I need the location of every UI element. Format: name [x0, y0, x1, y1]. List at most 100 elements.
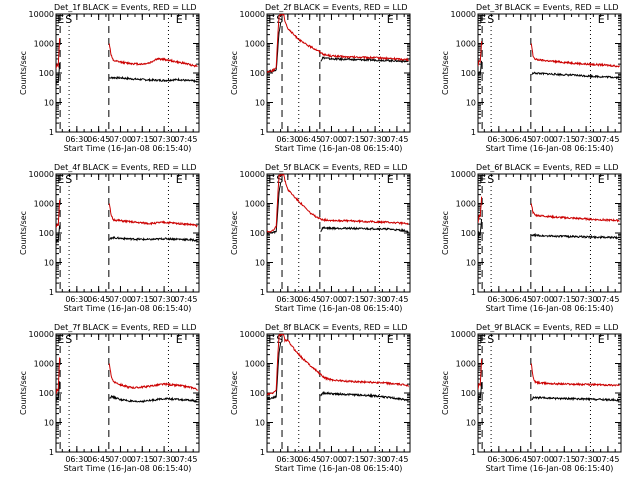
x-tick-label: 07:00: [531, 455, 554, 464]
event-annotation: E: [268, 173, 275, 186]
event-annotation: E: [387, 173, 394, 186]
x-tick-label: 07:00: [531, 135, 554, 144]
x-tick-label: 07:45: [596, 295, 619, 304]
y-tick-label: 1000: [245, 40, 265, 49]
x-tick-label: 07:45: [385, 455, 408, 464]
event-annotation: S: [65, 173, 72, 186]
y-tick-label: 100: [461, 389, 476, 398]
x-tick-label: 07:30: [153, 455, 176, 464]
y-tick-label: 10000: [451, 170, 476, 179]
x-tick-label: 07:15: [131, 295, 154, 304]
x-tick-label: 06:30: [276, 455, 299, 464]
y-tick-label: 10000: [29, 170, 54, 179]
x-tick-label: 06:30: [65, 135, 88, 144]
series-line-events: [478, 60, 620, 80]
x-tick-label: 07:15: [553, 135, 576, 144]
x-tick-label: 06:30: [487, 455, 510, 464]
series-line-lld: [267, 334, 409, 396]
series-line-lld: [56, 38, 198, 69]
x-tick-label: 07:15: [342, 135, 365, 144]
panel-title: Det_5f BLACK = Events, RED = LLD: [265, 163, 408, 172]
y-tick-label: 1: [49, 288, 54, 297]
y-tick-label: 10: [255, 259, 265, 268]
y-tick-label: 100: [250, 69, 265, 78]
chart-panel-2: Det_2f BLACK = Events, RED = LLD 1 10 100 10…: [230, 3, 411, 153]
y-tick-label: 1: [471, 448, 476, 457]
event-annotation: E: [598, 333, 605, 346]
plot-frame: [477, 333, 622, 453]
panel-title: Det_3f BLACK = Events, RED = LLD: [476, 3, 619, 12]
x-tick-label: 07:45: [174, 135, 197, 144]
x-tick-label: 07:15: [342, 455, 365, 464]
x-tick-label: 06:30: [65, 455, 88, 464]
y-tick-label: 10000: [451, 330, 476, 339]
x-tick-label: 07:45: [596, 455, 619, 464]
x-tick-label: 06:45: [87, 135, 110, 144]
series-line-lld: [267, 174, 409, 233]
y-tick-label: 1000: [456, 200, 476, 209]
chart-panel-4: Det_4f BLACK = Events, RED = LLD 1 10 100 10…: [19, 163, 200, 313]
y-tick-label: 10: [466, 259, 476, 268]
event-annotation: E: [479, 13, 486, 26]
x-tick-label: 06:45: [509, 455, 532, 464]
panel-title: Det_4f BLACK = Events, RED = LLD: [54, 163, 197, 172]
series-line-events: [267, 182, 409, 235]
event-annotation: S: [487, 13, 494, 26]
x-tick-label: 07:00: [320, 295, 343, 304]
x-tick-label: 07:30: [575, 455, 598, 464]
event-annotation: S: [65, 13, 72, 26]
plot-frame: [266, 173, 411, 293]
y-tick-label: 1: [260, 128, 265, 137]
x-axis-label: Start Time (16-Jan-08 06:15:40): [275, 464, 403, 473]
series-line-events: [478, 382, 620, 403]
x-tick-label: 06:45: [298, 455, 321, 464]
x-axis-label: Start Time (16-Jan-08 06:15:40): [64, 304, 192, 313]
x-tick-label: 07:15: [131, 455, 154, 464]
x-tick-label: 07:30: [575, 135, 598, 144]
y-tick-label: 10000: [240, 330, 265, 339]
x-axis-label: Start Time (16-Jan-08 06:15:40): [275, 304, 403, 313]
y-axis-label: Counts/sec: [230, 371, 239, 415]
x-tick-label: 06:45: [87, 295, 110, 304]
x-tick-label: 07:45: [385, 135, 408, 144]
event-annotation: S: [276, 173, 283, 186]
y-tick-label: 10000: [451, 10, 476, 19]
event-annotation: S: [487, 173, 494, 186]
plot-frame: [477, 173, 622, 293]
panel-title: Det_8f BLACK = Events, RED = LLD: [265, 323, 408, 332]
y-tick-label: 1: [260, 448, 265, 457]
x-axis-label: Start Time (16-Jan-08 06:15:40): [486, 464, 614, 473]
x-axis-label: Start Time (16-Jan-08 06:15:40): [64, 144, 192, 153]
y-tick-label: 1: [49, 448, 54, 457]
event-annotation: E: [176, 13, 183, 26]
series-line-lld: [56, 357, 198, 395]
event-annotation: E: [176, 333, 183, 346]
x-axis-label: Start Time (16-Jan-08 06:15:40): [486, 304, 614, 313]
y-axis-label: Counts/sec: [19, 371, 28, 415]
plot-frame: [55, 13, 200, 133]
x-tick-label: 07:00: [109, 135, 132, 144]
chart-panel-9: Det_9f BLACK = Events, RED = LLD 1 10 100 10…: [441, 323, 622, 473]
y-tick-label: 1000: [34, 360, 54, 369]
series-line-lld: [267, 14, 409, 73]
x-tick-label: 07:45: [596, 135, 619, 144]
panel-title: Det_6f BLACK = Events, RED = LLD: [476, 163, 619, 172]
event-annotation: E: [176, 173, 183, 186]
x-tick-label: 06:30: [487, 135, 510, 144]
y-tick-label: 1000: [245, 360, 265, 369]
y-tick-label: 10: [255, 419, 265, 428]
plot-frame: [266, 13, 411, 133]
panel-title: Det_1f BLACK = Events, RED = LLD: [54, 3, 197, 12]
y-axis-label: Counts/sec: [230, 211, 239, 255]
x-tick-label: 07:45: [385, 295, 408, 304]
event-annotation: E: [57, 333, 64, 346]
x-tick-label: 07:15: [131, 135, 154, 144]
x-axis-label: Start Time (16-Jan-08 06:15:40): [486, 144, 614, 153]
y-tick-label: 1000: [34, 40, 54, 49]
chart-panel-7: Det_7f BLACK = Events, RED = LLD 1 10 100 10…: [19, 323, 200, 473]
event-annotation: E: [387, 333, 394, 346]
chart-panel-6: Det_6f BLACK = Events, RED = LLD 1 10 100 10…: [441, 163, 622, 313]
x-tick-label: 07:30: [364, 455, 387, 464]
event-annotation: E: [598, 173, 605, 186]
